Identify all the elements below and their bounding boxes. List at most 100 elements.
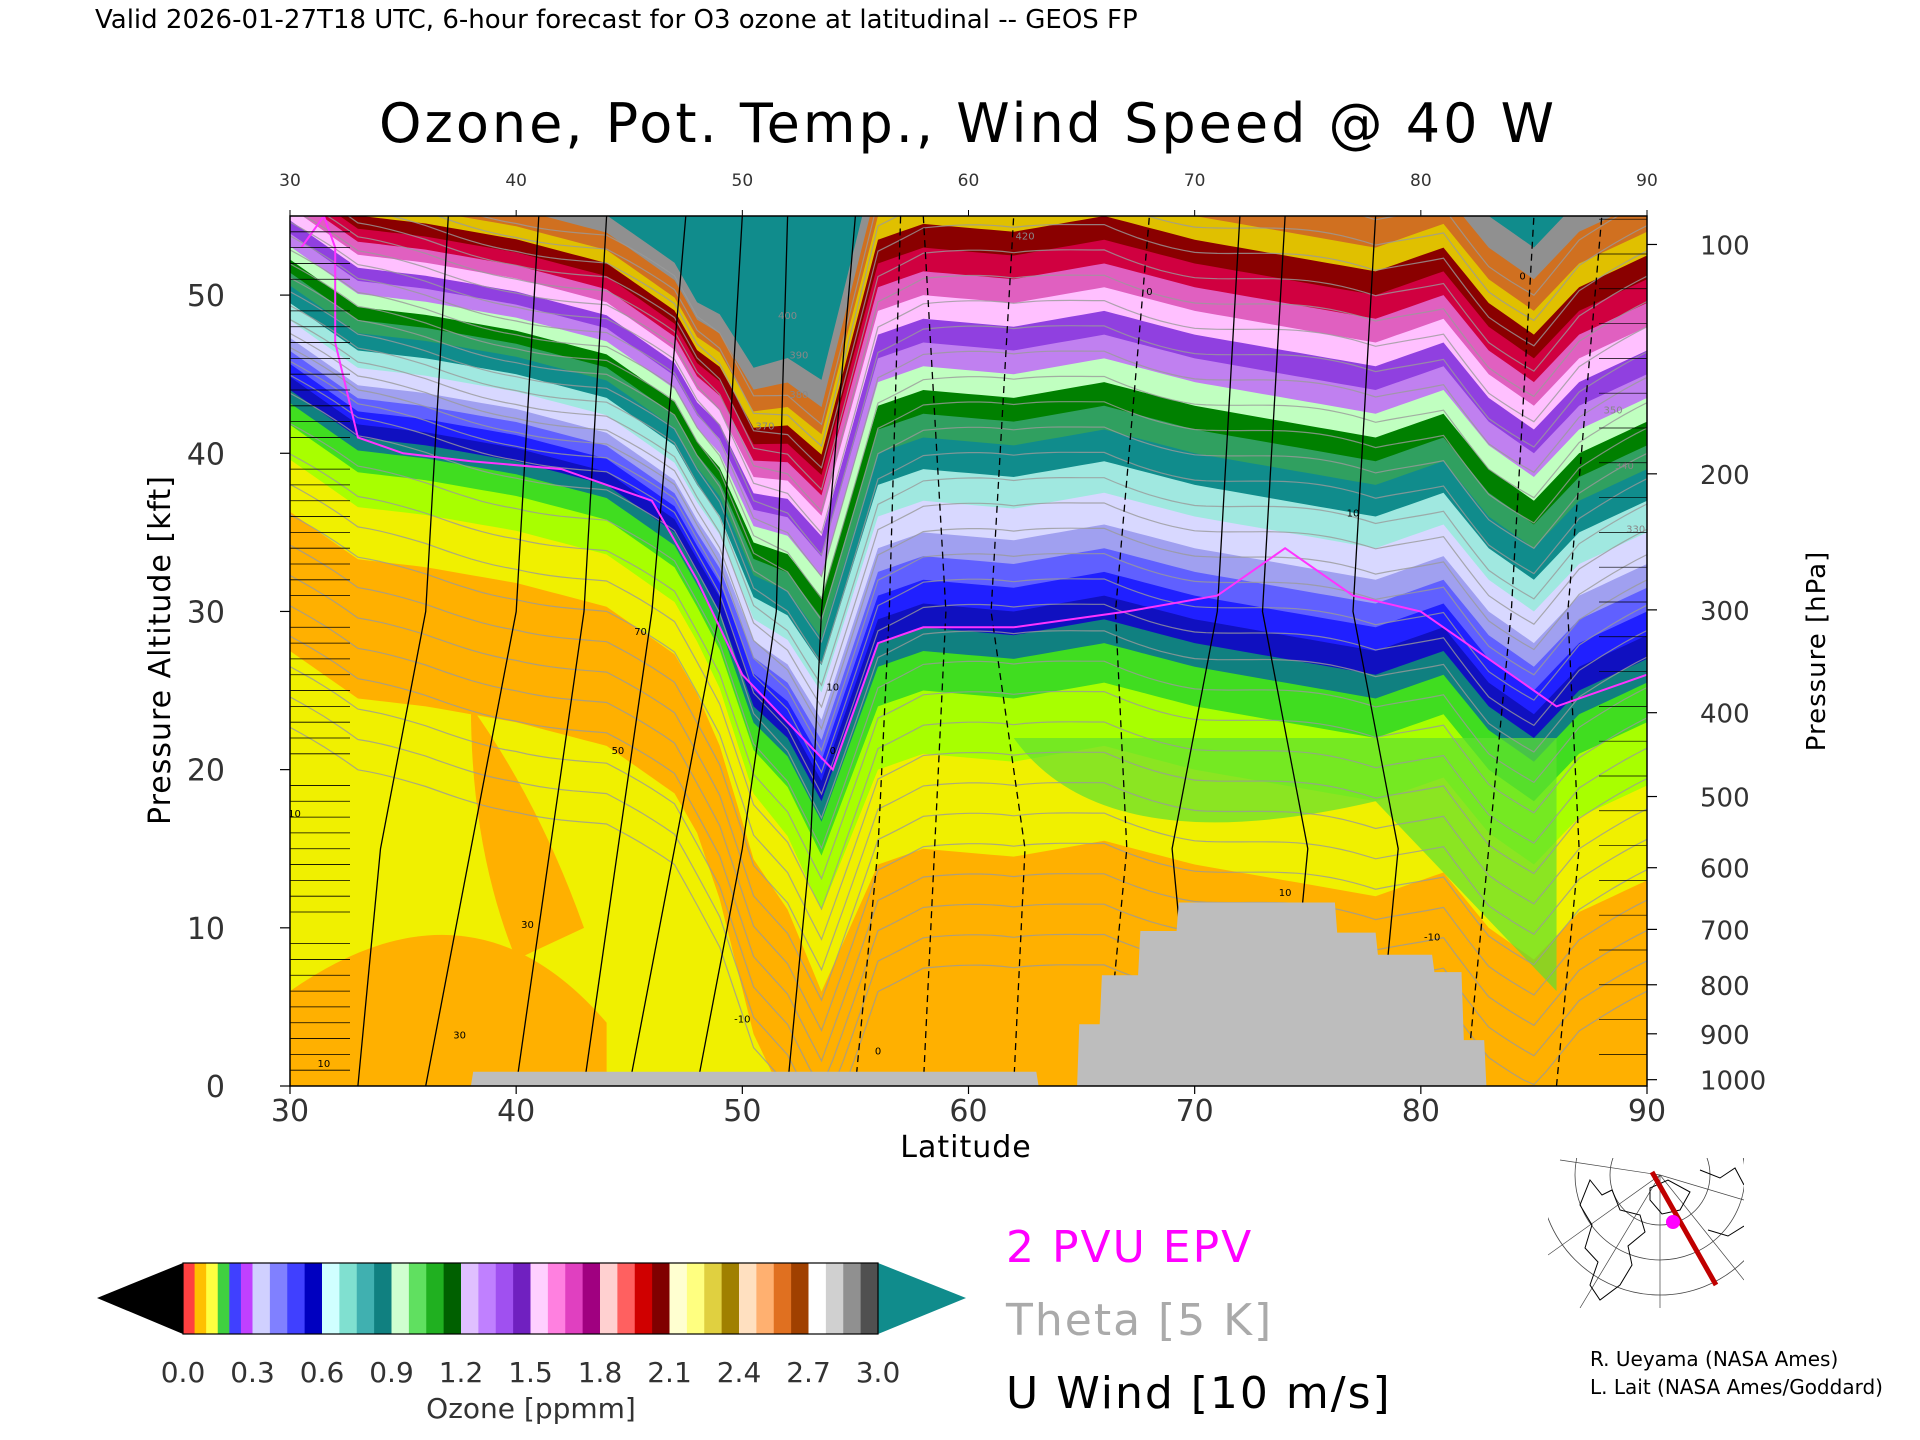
- colorbar-segment: [739, 1263, 757, 1334]
- credit-line-2: L. Lait (NASA Ames/Goddard): [1590, 1375, 1883, 1399]
- colorbar-segment: [339, 1263, 358, 1334]
- colorbar-segment: [269, 1263, 288, 1334]
- x-top-tick-label: 30: [279, 171, 301, 191]
- x-top-tick-label: 70: [1184, 171, 1206, 191]
- colorbar-tick-label: 0.0: [161, 1356, 206, 1389]
- colorbar-segment: [217, 1263, 230, 1334]
- y-axis-label-right: Pressure [hPa]: [1802, 551, 1832, 752]
- colorbar-segment: [808, 1263, 827, 1334]
- u-wind-contour-label: 0: [830, 746, 836, 757]
- colorbar-segment: [773, 1263, 792, 1334]
- colorbar-tick-label: 3.0: [856, 1356, 901, 1389]
- ozone-green-patch: [1013, 738, 1557, 992]
- map-coastline-europe: [1699, 1167, 1744, 1237]
- u-wind-contours: [357, 216, 1603, 1086]
- x-axis-top: 30 40 50 60 70 80 90: [279, 171, 1658, 216]
- colorbar-segments: [183, 1263, 879, 1334]
- theta-contour: [290, 544, 1647, 972]
- colorbar-segment: [860, 1263, 879, 1334]
- y-left-tick-label: 30: [187, 595, 225, 630]
- colorbar-segment: [374, 1263, 392, 1334]
- y-right-tick-label: 200: [1700, 461, 1750, 491]
- y-right-tick-label: 900: [1700, 1021, 1750, 1051]
- theta-contour: [290, 235, 1647, 578]
- theta-contour: [290, 514, 1647, 941]
- theta-contour-label: 370: [755, 422, 774, 433]
- x-tick-label: 40: [497, 1094, 535, 1129]
- theta-contour: [290, 453, 1647, 881]
- theta-contour: [347, 216, 1647, 491]
- colorbar-tick-label: 1.2: [439, 1356, 484, 1389]
- y-left-tick-label: 10: [187, 912, 225, 947]
- u-wind-contour-label: -10: [734, 1015, 750, 1026]
- u-wind-contour: [628, 216, 743, 1086]
- x-tick-label: 80: [1402, 1094, 1440, 1129]
- x-tick-label: 30: [271, 1094, 309, 1129]
- colorbar-segment: [547, 1263, 566, 1334]
- colorbar-tick-labels: 0.0 0.3 0.6 0.9 1.2 1.5 1.8 2.1 2.4 2.7 3.0: [161, 1356, 901, 1389]
- theta-contour-label: 420: [1015, 232, 1034, 243]
- theta-contour: [290, 635, 1647, 1063]
- colorbar-segment: [426, 1263, 445, 1334]
- u-wind-contour: [1555, 216, 1603, 1086]
- colorbar-over-triangle: [878, 1263, 966, 1334]
- u-wind-contour: [357, 216, 449, 1086]
- ozone-mid-patch: [470, 706, 585, 960]
- colorbar-segment: [513, 1263, 531, 1334]
- u-wind-contour-label: 0: [1146, 287, 1152, 298]
- y-right-tick-label: 500: [1700, 784, 1750, 814]
- theta-contour-label: 380: [789, 390, 808, 401]
- u-wind-contour-label: 30: [521, 920, 534, 931]
- y-right-tick-label: 600: [1700, 855, 1750, 885]
- colorbar-segment: [600, 1263, 618, 1334]
- colorbar-tick-label: 2.4: [717, 1356, 762, 1389]
- u-wind-contour: [854, 216, 902, 1086]
- y-axis-right: 100 200 300 400 500 600 700 800 900 1000: [1599, 218, 1766, 1097]
- x-top-tick-label: 50: [732, 171, 754, 191]
- y-left-tick-label: 0: [206, 1070, 225, 1105]
- theta-contour: [290, 346, 1647, 752]
- u-wind-contour-label: 10: [288, 809, 301, 820]
- theta-contour: [290, 305, 1647, 687]
- colorbar-segment: [582, 1263, 601, 1334]
- colorbar-tick-label: 0.9: [369, 1356, 414, 1389]
- theta-contour: [478, 216, 1620, 426]
- theta-contour: [290, 392, 1647, 820]
- theta-contour: [290, 263, 1647, 622]
- colorbar-segment: [669, 1263, 688, 1334]
- u-wind-contour-label: 50: [612, 746, 625, 757]
- u-wind-contour-label: 10: [1347, 509, 1360, 520]
- terrain-mask: [290, 902, 1647, 1086]
- theta-contour: [302, 216, 1647, 535]
- x-tick-label: 60: [949, 1094, 987, 1129]
- y-right-tick-label: 300: [1700, 597, 1750, 627]
- colorbar-segment: [825, 1263, 844, 1334]
- colorbar-tick-label: 2.7: [786, 1356, 831, 1389]
- colorbar-segment: [408, 1263, 427, 1334]
- map-inset: [1548, 1158, 1744, 1308]
- theta-contour-label: 330: [1626, 524, 1645, 535]
- colorbar-segment: [721, 1263, 740, 1334]
- x-top-tick-label: 80: [1410, 171, 1432, 191]
- u-wind-contour-label: 0: [1519, 271, 1525, 282]
- colorbar-segment: [194, 1263, 207, 1334]
- credit-line-1: R. Ueyama (NASA Ames): [1590, 1347, 1839, 1371]
- x-tick-label: 70: [1176, 1094, 1214, 1129]
- y-right-tick-label: 400: [1700, 700, 1750, 730]
- theta-contour: [290, 574, 1647, 1002]
- credits: R. Ueyama (NASA Ames) L. Lait (NASA Ames…: [1590, 1345, 1883, 1401]
- theta-contour-label: 390: [789, 350, 808, 361]
- x-top-tick-label: 40: [505, 171, 527, 191]
- x-top-tick-label: 90: [1636, 171, 1658, 191]
- u-wind-contour: [515, 216, 608, 1086]
- x-tick-label: 90: [1628, 1094, 1666, 1129]
- colorbar-segment: [530, 1263, 549, 1334]
- colorbar-segment: [478, 1263, 497, 1334]
- colorbar-segment: [287, 1263, 306, 1334]
- theta-contour-label: 400: [778, 311, 797, 322]
- colorbar-segment: [756, 1263, 775, 1334]
- theta-contour-label: 340: [1615, 461, 1634, 472]
- theta-contour: [290, 277, 1647, 644]
- x-tick-label: 50: [723, 1094, 761, 1129]
